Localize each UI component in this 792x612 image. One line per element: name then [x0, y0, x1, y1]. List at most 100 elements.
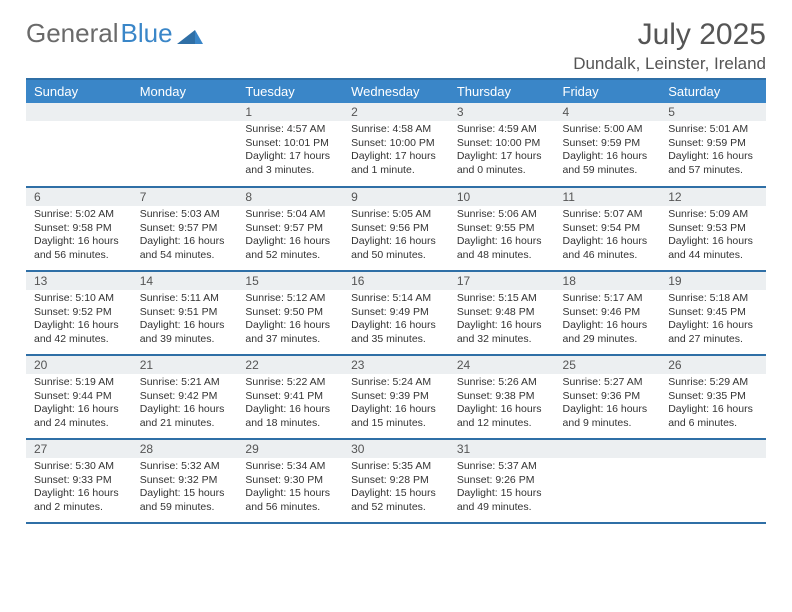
- day-number-empty: [132, 103, 238, 121]
- day-number: 25: [555, 356, 661, 374]
- day-number: 7: [132, 188, 238, 206]
- sunrise-line: Sunrise: 4:58 AM: [351, 123, 431, 135]
- sunset-line: Sunset: 9:56 PM: [351, 222, 429, 234]
- daylight-line: Daylight: 16 hours and 18 minutes.: [245, 403, 330, 429]
- daylight-line: Daylight: 16 hours and 29 minutes.: [563, 319, 648, 345]
- day-details: Sunrise: 5:04 AMSunset: 9:57 PMDaylight:…: [237, 206, 343, 267]
- day-details: Sunrise: 4:59 AMSunset: 10:00 PMDaylight…: [449, 121, 555, 182]
- calendar-cell: [132, 103, 238, 187]
- day-details: Sunrise: 5:12 AMSunset: 9:50 PMDaylight:…: [237, 290, 343, 351]
- calendar-cell: 27Sunrise: 5:30 AMSunset: 9:33 PMDayligh…: [26, 439, 132, 523]
- daylight-line: Daylight: 16 hours and 6 minutes.: [668, 403, 753, 429]
- calendar-cell: 11Sunrise: 5:07 AMSunset: 9:54 PMDayligh…: [555, 187, 661, 271]
- calendar-cell: 31Sunrise: 5:37 AMSunset: 9:26 PMDayligh…: [449, 439, 555, 523]
- sunrise-line: Sunrise: 5:26 AM: [457, 376, 537, 388]
- sunrise-line: Sunrise: 5:18 AM: [668, 292, 748, 304]
- day-number: 6: [26, 188, 132, 206]
- daylight-line: Daylight: 16 hours and 32 minutes.: [457, 319, 542, 345]
- sunset-line: Sunset: 9:42 PM: [140, 390, 218, 402]
- day-details: Sunrise: 5:03 AMSunset: 9:57 PMDaylight:…: [132, 206, 238, 267]
- daylight-line: Daylight: 16 hours and 27 minutes.: [668, 319, 753, 345]
- weekday-header: Wednesday: [343, 80, 449, 103]
- day-number: 13: [26, 272, 132, 290]
- day-details: Sunrise: 5:07 AMSunset: 9:54 PMDaylight:…: [555, 206, 661, 267]
- calendar-cell: 19Sunrise: 5:18 AMSunset: 9:45 PMDayligh…: [660, 271, 766, 355]
- calendar-cell: 30Sunrise: 5:35 AMSunset: 9:28 PMDayligh…: [343, 439, 449, 523]
- weekday-header: Monday: [132, 80, 238, 103]
- daylight-line: Daylight: 15 hours and 49 minutes.: [457, 487, 542, 513]
- calendar-cell: [660, 439, 766, 523]
- day-details: Sunrise: 5:14 AMSunset: 9:49 PMDaylight:…: [343, 290, 449, 351]
- calendar-cell: 6Sunrise: 5:02 AMSunset: 9:58 PMDaylight…: [26, 187, 132, 271]
- sunrise-line: Sunrise: 5:04 AM: [245, 208, 325, 220]
- sunrise-line: Sunrise: 4:59 AM: [457, 123, 537, 135]
- daylight-line: Daylight: 16 hours and 42 minutes.: [34, 319, 119, 345]
- day-details: Sunrise: 5:09 AMSunset: 9:53 PMDaylight:…: [660, 206, 766, 267]
- calendar-cell: 20Sunrise: 5:19 AMSunset: 9:44 PMDayligh…: [26, 355, 132, 439]
- sunset-line: Sunset: 10:00 PM: [351, 137, 434, 149]
- sunrise-line: Sunrise: 5:22 AM: [245, 376, 325, 388]
- sunrise-line: Sunrise: 5:24 AM: [351, 376, 431, 388]
- daylight-line: Daylight: 16 hours and 56 minutes.: [34, 235, 119, 261]
- sunrise-line: Sunrise: 5:15 AM: [457, 292, 537, 304]
- calendar-cell: 3Sunrise: 4:59 AMSunset: 10:00 PMDayligh…: [449, 103, 555, 187]
- day-details: Sunrise: 5:37 AMSunset: 9:26 PMDaylight:…: [449, 458, 555, 519]
- daylight-line: Daylight: 16 hours and 46 minutes.: [563, 235, 648, 261]
- day-number: 4: [555, 103, 661, 121]
- sunrise-line: Sunrise: 5:07 AM: [563, 208, 643, 220]
- calendar-cell: 12Sunrise: 5:09 AMSunset: 9:53 PMDayligh…: [660, 187, 766, 271]
- daylight-line: Daylight: 16 hours and 39 minutes.: [140, 319, 225, 345]
- sunset-line: Sunset: 9:28 PM: [351, 474, 429, 486]
- calendar-body: 1Sunrise: 4:57 AMSunset: 10:01 PMDayligh…: [26, 103, 766, 523]
- calendar-cell: 28Sunrise: 5:32 AMSunset: 9:32 PMDayligh…: [132, 439, 238, 523]
- day-number: 16: [343, 272, 449, 290]
- sunrise-line: Sunrise: 5:29 AM: [668, 376, 748, 388]
- weekday-header: Thursday: [449, 80, 555, 103]
- calendar-week-row: 13Sunrise: 5:10 AMSunset: 9:52 PMDayligh…: [26, 271, 766, 355]
- calendar-cell: 8Sunrise: 5:04 AMSunset: 9:57 PMDaylight…: [237, 187, 343, 271]
- sunset-line: Sunset: 9:57 PM: [140, 222, 218, 234]
- logo: GeneralBlue: [26, 18, 203, 49]
- sunrise-line: Sunrise: 5:34 AM: [245, 460, 325, 472]
- day-number: 21: [132, 356, 238, 374]
- calendar-cell: 14Sunrise: 5:11 AMSunset: 9:51 PMDayligh…: [132, 271, 238, 355]
- title-block: July 2025 Dundalk, Leinster, Ireland: [573, 18, 766, 74]
- sunrise-line: Sunrise: 5:32 AM: [140, 460, 220, 472]
- sunset-line: Sunset: 9:36 PM: [563, 390, 641, 402]
- calendar-cell: [555, 439, 661, 523]
- calendar-cell: 21Sunrise: 5:21 AMSunset: 9:42 PMDayligh…: [132, 355, 238, 439]
- location: Dundalk, Leinster, Ireland: [573, 54, 766, 74]
- calendar-week-row: 20Sunrise: 5:19 AMSunset: 9:44 PMDayligh…: [26, 355, 766, 439]
- daylight-line: Daylight: 15 hours and 59 minutes.: [140, 487, 225, 513]
- sunset-line: Sunset: 9:52 PM: [34, 306, 112, 318]
- calendar-cell: 22Sunrise: 5:22 AMSunset: 9:41 PMDayligh…: [237, 355, 343, 439]
- sunrise-line: Sunrise: 4:57 AM: [245, 123, 325, 135]
- sunset-line: Sunset: 9:46 PM: [563, 306, 641, 318]
- day-details: Sunrise: 5:21 AMSunset: 9:42 PMDaylight:…: [132, 374, 238, 435]
- sunrise-line: Sunrise: 5:35 AM: [351, 460, 431, 472]
- calendar-cell: 1Sunrise: 4:57 AMSunset: 10:01 PMDayligh…: [237, 103, 343, 187]
- header: GeneralBlue July 2025 Dundalk, Leinster,…: [26, 18, 766, 74]
- sunset-line: Sunset: 9:58 PM: [34, 222, 112, 234]
- calendar-week-row: 27Sunrise: 5:30 AMSunset: 9:33 PMDayligh…: [26, 439, 766, 523]
- logo-text-1: General: [26, 18, 119, 49]
- sunrise-line: Sunrise: 5:01 AM: [668, 123, 748, 135]
- day-number: 23: [343, 356, 449, 374]
- daylight-line: Daylight: 16 hours and 44 minutes.: [668, 235, 753, 261]
- day-number: 5: [660, 103, 766, 121]
- calendar-cell: 18Sunrise: 5:17 AMSunset: 9:46 PMDayligh…: [555, 271, 661, 355]
- day-number: 20: [26, 356, 132, 374]
- day-number: 8: [237, 188, 343, 206]
- day-number: 24: [449, 356, 555, 374]
- day-number: 26: [660, 356, 766, 374]
- calendar-cell: 17Sunrise: 5:15 AMSunset: 9:48 PMDayligh…: [449, 271, 555, 355]
- calendar-cell: 9Sunrise: 5:05 AMSunset: 9:56 PMDaylight…: [343, 187, 449, 271]
- sunset-line: Sunset: 9:33 PM: [34, 474, 112, 486]
- day-details: Sunrise: 5:24 AMSunset: 9:39 PMDaylight:…: [343, 374, 449, 435]
- daylight-line: Daylight: 15 hours and 56 minutes.: [245, 487, 330, 513]
- sunset-line: Sunset: 9:49 PM: [351, 306, 429, 318]
- day-number: 29: [237, 440, 343, 458]
- day-details: Sunrise: 5:22 AMSunset: 9:41 PMDaylight:…: [237, 374, 343, 435]
- day-details: Sunrise: 5:06 AMSunset: 9:55 PMDaylight:…: [449, 206, 555, 267]
- daylight-line: Daylight: 16 hours and 54 minutes.: [140, 235, 225, 261]
